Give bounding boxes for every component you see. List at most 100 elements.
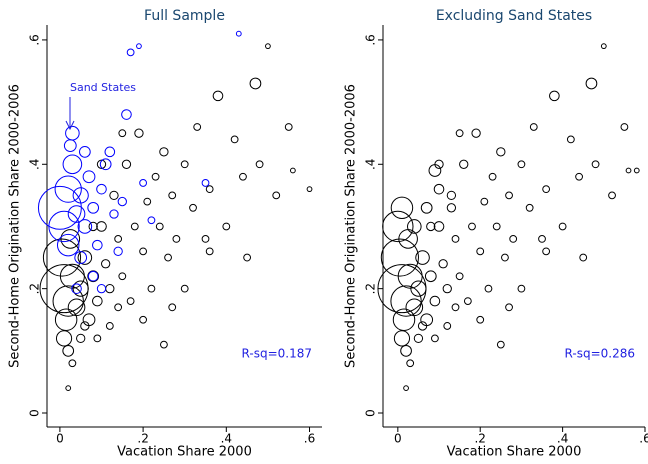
point <box>164 253 172 262</box>
annotation-arrowhead <box>65 120 75 131</box>
point <box>82 313 96 327</box>
point <box>134 128 144 138</box>
point <box>415 250 430 265</box>
point <box>201 179 210 187</box>
point <box>542 185 551 194</box>
point <box>180 160 189 169</box>
y-tick-label: 0 <box>28 409 42 417</box>
point <box>65 125 80 141</box>
y-tick-label: .2 <box>364 283 378 294</box>
point <box>413 333 424 344</box>
point <box>62 154 83 175</box>
point <box>139 247 147 256</box>
point <box>55 330 73 347</box>
point <box>114 303 123 312</box>
point <box>542 247 551 256</box>
x-tick-label: .2 <box>474 432 485 446</box>
point <box>96 283 107 294</box>
point <box>566 135 575 144</box>
point <box>92 295 103 307</box>
point <box>446 190 457 201</box>
point <box>117 196 127 207</box>
point <box>80 321 90 331</box>
point <box>496 340 505 349</box>
point <box>476 247 485 256</box>
point <box>575 172 583 181</box>
point <box>390 196 414 220</box>
point <box>484 284 493 293</box>
point <box>193 123 202 131</box>
point <box>390 285 422 317</box>
point <box>433 221 445 232</box>
point <box>93 334 102 343</box>
point <box>76 333 86 344</box>
point <box>407 219 422 234</box>
point <box>109 190 119 201</box>
x-tick-label: .4 <box>221 432 232 446</box>
point <box>71 283 82 294</box>
y-tick-label: .6 <box>364 34 378 45</box>
chart-title: Full Sample <box>144 8 225 24</box>
y-tick-label: .6 <box>28 34 42 45</box>
point <box>104 146 116 158</box>
y-tick-label: .2 <box>28 283 42 294</box>
point <box>429 295 441 307</box>
point <box>113 246 123 256</box>
point <box>151 172 160 181</box>
point <box>392 308 416 331</box>
point <box>180 284 189 293</box>
y-tick-label: .4 <box>28 159 42 170</box>
x-tick-label: .2 <box>137 432 148 446</box>
point <box>72 187 89 204</box>
point <box>92 239 103 251</box>
point <box>492 222 501 231</box>
chart-title: Excluding Sand States <box>436 8 592 24</box>
point <box>525 203 534 212</box>
point <box>501 253 509 262</box>
point <box>96 159 107 169</box>
point <box>77 250 93 265</box>
point <box>620 123 629 131</box>
point <box>139 179 147 187</box>
point <box>455 272 464 281</box>
x-tick-label: .4 <box>557 432 568 446</box>
point <box>67 298 86 317</box>
point <box>558 222 567 231</box>
point <box>451 303 460 312</box>
point <box>77 219 93 234</box>
point <box>451 235 460 243</box>
point <box>420 201 433 214</box>
point <box>54 175 82 203</box>
point <box>212 90 224 102</box>
point <box>476 315 485 324</box>
point <box>403 385 409 392</box>
point <box>114 235 123 243</box>
point <box>591 160 600 169</box>
point <box>118 272 127 281</box>
point <box>431 334 439 343</box>
point <box>625 167 632 174</box>
point <box>633 167 640 174</box>
point <box>428 164 442 177</box>
point <box>63 139 77 153</box>
x-tick-label: 0 <box>56 432 64 446</box>
point <box>505 191 513 200</box>
point <box>56 233 80 257</box>
y-axis-title: Second-Home Origination Share 2000-2006 <box>8 84 23 368</box>
point <box>579 253 588 262</box>
point <box>377 264 427 314</box>
point <box>272 191 281 200</box>
y-tick-label: 0 <box>364 409 378 417</box>
point <box>600 43 607 50</box>
point <box>62 344 75 357</box>
point <box>205 247 214 256</box>
point <box>52 285 84 317</box>
point <box>67 205 86 223</box>
point <box>417 321 428 331</box>
point <box>393 330 411 347</box>
point <box>172 235 181 243</box>
point <box>438 259 448 269</box>
point <box>424 270 437 283</box>
point <box>289 167 296 174</box>
point <box>101 259 111 269</box>
